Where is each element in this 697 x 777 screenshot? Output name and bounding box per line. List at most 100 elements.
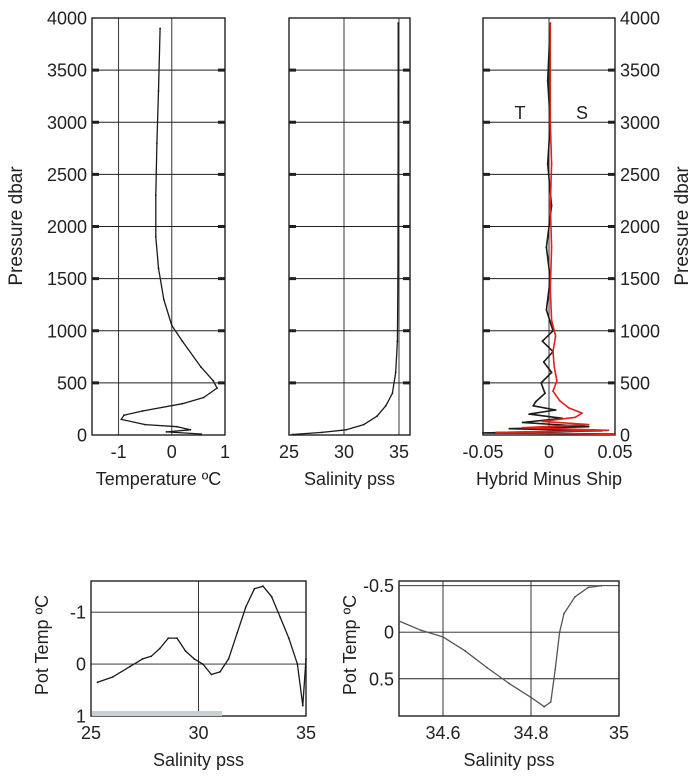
data-point [587,425,590,428]
data-point [397,173,399,176]
left-y-axis-label: Pressure dbar [6,166,27,286]
t-profile-label: T [515,103,526,123]
data-point [253,587,256,590]
y-tick-label: 0 [384,623,394,643]
data-point [574,416,577,419]
data-point [550,371,553,374]
data-point [546,163,549,165]
y-tick-label: 3500 [620,61,660,81]
data-point [345,428,348,431]
data-point [181,402,184,405]
data-point [391,392,394,395]
plot-frame [398,580,620,717]
data-point [141,410,144,412]
data-point [120,418,123,421]
data-point [545,246,548,249]
data-point [587,586,590,589]
data-point [553,366,556,369]
data-point [158,647,161,650]
data-point [549,288,552,290]
data-point [154,236,157,238]
data-point [296,663,299,665]
data-point [156,142,158,145]
data-point [567,407,570,409]
data-point [141,658,144,660]
y-tick-label: 3500 [47,61,87,81]
y-tick-label: -1 [70,603,86,623]
data-point [600,584,603,587]
y-tick-label: 4000 [620,9,660,29]
y-tick-label: 0 [76,655,86,675]
data-point [167,637,170,639]
data-point [541,420,544,423]
y-tick-label: 4000 [47,9,87,29]
data-point [540,382,542,384]
x-tick-label: 35 [296,723,316,743]
y-axis-label: Pot Temp ºC [340,595,360,695]
x-tick-label: 1 [220,442,230,462]
data-point [123,414,125,417]
data-point [482,432,484,434]
data-point [201,663,204,665]
data-point [554,668,557,671]
data-point [111,676,114,678]
data-point [558,631,561,634]
data-point [219,671,221,673]
data-point [508,682,510,685]
data-point [270,595,273,598]
y-tick-label: 500 [57,373,87,393]
data-point [170,324,173,327]
data-point [200,433,203,435]
data-point [550,163,553,165]
data-point [144,423,147,426]
data-point [549,701,552,703]
data-point [162,298,165,301]
data-point [558,399,561,402]
x-axis-label: Salinity pss [463,750,554,770]
y-tick-label: 3000 [620,113,660,133]
data-point [508,427,511,430]
data-point [544,392,546,395]
s-profile-label: S [576,103,588,123]
data-point [394,371,397,374]
data-point [176,637,178,639]
data-point [384,404,387,407]
x-axis-label: Salinity pss [304,469,395,489]
data-point [528,413,531,415]
x-tick-label: 35 [609,723,629,743]
y-tick-label: 1500 [620,269,660,289]
data-point [541,340,544,343]
data-point [549,22,552,25]
data-point [530,696,532,699]
data-point [521,421,524,424]
data-point [396,340,399,343]
data-point [607,429,610,432]
data-point [546,79,549,82]
data-point [550,246,553,249]
y-tick-label: 1500 [47,269,87,289]
chart-theta_s_zoom: 34.6 34.8 35 -0.5 0 0.5 Salinity pss Pot Temp º… [340,576,629,770]
data-point [184,650,187,652]
data-point [397,277,399,280]
chart-temperature: -1 0 1 0 500 1000 1500 2000 2500 3000 3500 4000 Temp… [47,9,230,490]
data-point [216,387,218,389]
data-point [181,340,184,343]
data-point [442,636,444,638]
data-point [554,335,557,337]
data-point [212,379,215,382]
chart-difference: -0.05 0 0.05050010001500200025003000350040… [462,9,660,490]
data-point [549,204,552,207]
data-point [210,673,213,676]
data-point [189,428,192,431]
data-point [486,666,488,669]
data-point [150,655,153,658]
data-point [420,629,422,632]
x-axis-label: Hybrid Minus Ship [476,469,622,489]
data-point [227,658,230,660]
data-point [549,79,552,82]
data-point [157,267,160,270]
y-tick-label: 3000 [47,113,87,133]
data-point [587,423,590,426]
y-tick-label: -0.5 [363,576,394,596]
data-point [244,606,247,608]
